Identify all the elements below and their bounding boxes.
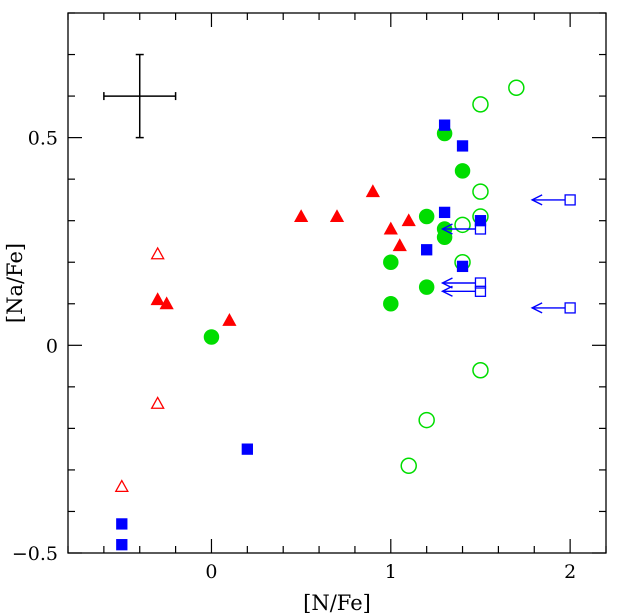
filled-red-triangle-point <box>150 292 165 306</box>
open-red-triangle-point <box>114 479 129 492</box>
arrow-head <box>530 302 543 314</box>
open-green-circle-point <box>472 361 489 379</box>
x-tick-label: 1 <box>385 561 397 583</box>
open-blue-square-point <box>474 285 487 297</box>
filled-red-triangle-point <box>401 213 416 227</box>
open-red-triangle-point <box>150 396 165 409</box>
filled-green-circle-point <box>418 279 435 295</box>
filled-blue-square-point <box>116 518 128 530</box>
x-tick-label: 2 <box>564 561 576 583</box>
filled-blue-square-point <box>241 443 253 455</box>
open-green-circle-point <box>508 79 525 97</box>
filled-red-triangle-point <box>159 296 174 310</box>
upper-limit-arrow <box>440 285 476 297</box>
upper-limit-arrow <box>440 223 476 235</box>
arrow-head <box>440 285 453 297</box>
filled-green-circle-point <box>454 163 471 179</box>
filled-red-triangle-point <box>365 184 380 198</box>
arrow-head <box>440 223 453 235</box>
x-tick-label: 0 <box>205 561 217 583</box>
filled-red-triangle-point <box>329 209 345 222</box>
open-red-triangle-point <box>150 246 165 260</box>
y-tick-label: −0.5 <box>12 543 58 565</box>
filled-green-circle-point <box>203 329 220 345</box>
filled-blue-square-point <box>438 119 451 131</box>
data-points <box>114 79 576 551</box>
arrow-head <box>440 277 453 289</box>
open-green-circle-point <box>400 457 417 475</box>
filled-blue-square-point <box>456 140 469 152</box>
filled-red-triangle-point <box>392 238 407 252</box>
filled-blue-square-point <box>474 215 487 227</box>
open-green-circle-point <box>472 96 489 113</box>
filled-red-triangle-point <box>294 209 309 222</box>
filled-blue-square-point <box>116 539 128 551</box>
filled-red-triangle-point <box>383 221 398 235</box>
open-blue-square-point <box>474 277 487 289</box>
error-bar-indicator <box>103 53 177 139</box>
open-green-circle-point <box>472 183 489 200</box>
open-blue-square-point <box>564 194 576 206</box>
filled-blue-square-point <box>456 260 469 273</box>
upper-limit-arrow <box>530 302 566 314</box>
upper-limit-arrow <box>440 277 476 289</box>
y-tick-label: 0.5 <box>28 128 58 150</box>
y-tick-label: 0 <box>46 335 58 357</box>
open-green-circle-point <box>418 411 435 429</box>
filled-green-circle-point <box>383 296 399 312</box>
filled-blue-square-point <box>438 206 451 219</box>
filled-blue-square-point <box>421 244 433 256</box>
filled-green-circle-point <box>418 208 435 225</box>
y-axis-label: [Na/Fe] <box>3 243 27 323</box>
plot-frame <box>67 12 607 554</box>
upper-limit-arrow <box>530 194 566 206</box>
tick-labels: 0 1 2 0.5 0 −0.5 <box>12 128 576 583</box>
open-blue-square-point <box>564 302 576 314</box>
axis-ticks <box>67 12 607 554</box>
open-green-circle-point <box>454 216 471 234</box>
filled-red-triangle-point <box>222 313 237 326</box>
open-blue-square-point <box>474 223 487 235</box>
filled-green-circle-point <box>383 254 399 270</box>
arrow-head <box>530 194 543 206</box>
x-axis-label: [N/Fe] <box>303 591 371 615</box>
